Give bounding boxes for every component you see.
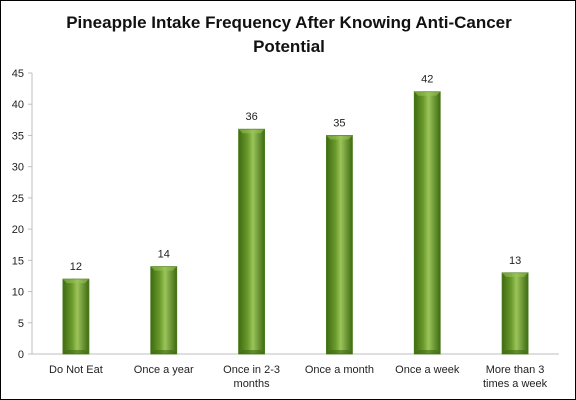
bar bbox=[326, 135, 353, 355]
y-tick-label: 35 bbox=[12, 130, 24, 142]
bar bbox=[413, 91, 441, 355]
data-label: 42 bbox=[421, 74, 433, 86]
y-tick-label: 5 bbox=[18, 318, 24, 330]
bar bbox=[150, 266, 178, 355]
data-labels: 12 14 36 35 42 13 bbox=[70, 74, 521, 273]
bar-bevel-bottom bbox=[62, 350, 89, 354]
x-tick-label: Do Not Eat bbox=[49, 364, 103, 376]
bar-bevel-bottom bbox=[414, 350, 441, 354]
bars bbox=[62, 91, 529, 355]
y-tick-label: 20 bbox=[12, 224, 24, 236]
data-label: 12 bbox=[70, 261, 82, 273]
x-tick-label: Once in 2-3 months bbox=[223, 364, 280, 390]
data-label: 13 bbox=[509, 255, 521, 267]
y-axis: 0 5 10 15 20 25 30 35 40 45 bbox=[12, 68, 33, 361]
x-tick-label: More than 3 times a week bbox=[483, 364, 548, 390]
y-tick-label: 25 bbox=[12, 193, 24, 205]
bar-bevel-top bbox=[238, 129, 265, 134]
bar-bevel-top bbox=[62, 279, 89, 284]
y-tick-label: 40 bbox=[12, 99, 24, 111]
x-tick-label: Once a year bbox=[134, 364, 194, 376]
bar-bevel-top bbox=[326, 135, 353, 140]
bar-bevel-top bbox=[414, 91, 441, 96]
x-axis: Do Not Eat Once a year Once in 2-3 months On… bbox=[32, 353, 559, 390]
bar-bevel-bottom bbox=[150, 350, 177, 354]
y-tick-label: 0 bbox=[18, 349, 24, 361]
y-tick-label: 10 bbox=[12, 287, 24, 299]
data-label: 36 bbox=[245, 111, 257, 123]
bar-bevel-bottom bbox=[502, 350, 529, 354]
bar bbox=[238, 128, 265, 355]
data-label: 14 bbox=[158, 249, 170, 261]
y-tick-label: 30 bbox=[12, 162, 24, 174]
chart-title: Pineapple Intake Frequency After Knowing… bbox=[66, 13, 512, 56]
bar-bevel-top bbox=[150, 266, 177, 271]
bar-bevel-top bbox=[502, 272, 529, 277]
x-tick-label: Once a week bbox=[395, 364, 460, 376]
bar-bevel-bottom bbox=[326, 350, 353, 354]
y-tick-label: 45 bbox=[12, 68, 24, 80]
bar bbox=[62, 278, 90, 355]
data-label: 35 bbox=[333, 117, 345, 129]
bar-bevel-bottom bbox=[238, 350, 265, 354]
x-tick-label: Once a month bbox=[305, 364, 374, 376]
bar bbox=[501, 272, 529, 355]
y-tick-label: 15 bbox=[12, 255, 24, 267]
